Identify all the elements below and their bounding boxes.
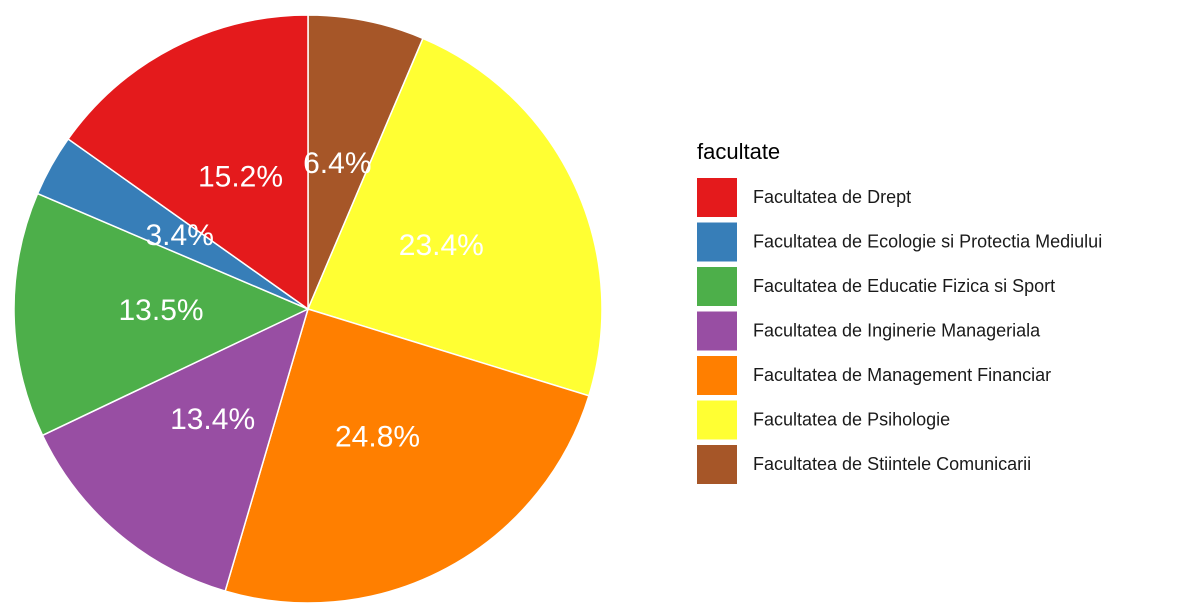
slice-label: 13.5% [118, 294, 203, 327]
legend-label: Facultatea de Drept [753, 187, 911, 207]
pie [13, 14, 603, 603]
legend: Facultatea de Drept Facultatea de Ecologi… [697, 178, 1102, 484]
legend-label: Facultatea de Stiintele Comunicarii [753, 454, 1031, 474]
slice-label: 3.4% [146, 219, 214, 252]
slice-label: 23.4% [399, 229, 484, 262]
legend-key [697, 222, 737, 262]
legend-label: Facultatea de Inginerie Manageriala [753, 320, 1041, 340]
slice-label: 24.8% [335, 420, 420, 453]
slice [41, 307, 310, 593]
slice-label: 6.4% [303, 147, 371, 180]
legend-label: Facultatea de Psihologie [753, 409, 950, 429]
slice [67, 14, 309, 311]
legend-key [697, 311, 737, 351]
slice-label: 13.4% [170, 403, 255, 436]
legend-label: Facultatea de Ecologie si Protectia Medi… [753, 231, 1102, 251]
legend-key [697, 445, 737, 484]
legend-label: Facultatea de Educatie Fizica si Sport [753, 276, 1055, 296]
slice [13, 192, 310, 437]
slice-label: 15.2% [198, 160, 283, 193]
slice-labels: 6.4% 23.4% 24.8% 13.4% 13.5% 3.4% 15.2% [118, 147, 483, 454]
slice [224, 308, 590, 603]
legend-key [697, 178, 737, 217]
slice [306, 37, 603, 397]
legend-key [697, 356, 737, 395]
legend-title: facultate [697, 139, 780, 164]
legend-label: Facultatea de Management Financiar [753, 365, 1051, 385]
slice [307, 14, 424, 310]
legend-key [697, 267, 737, 306]
legend-key [697, 400, 737, 440]
